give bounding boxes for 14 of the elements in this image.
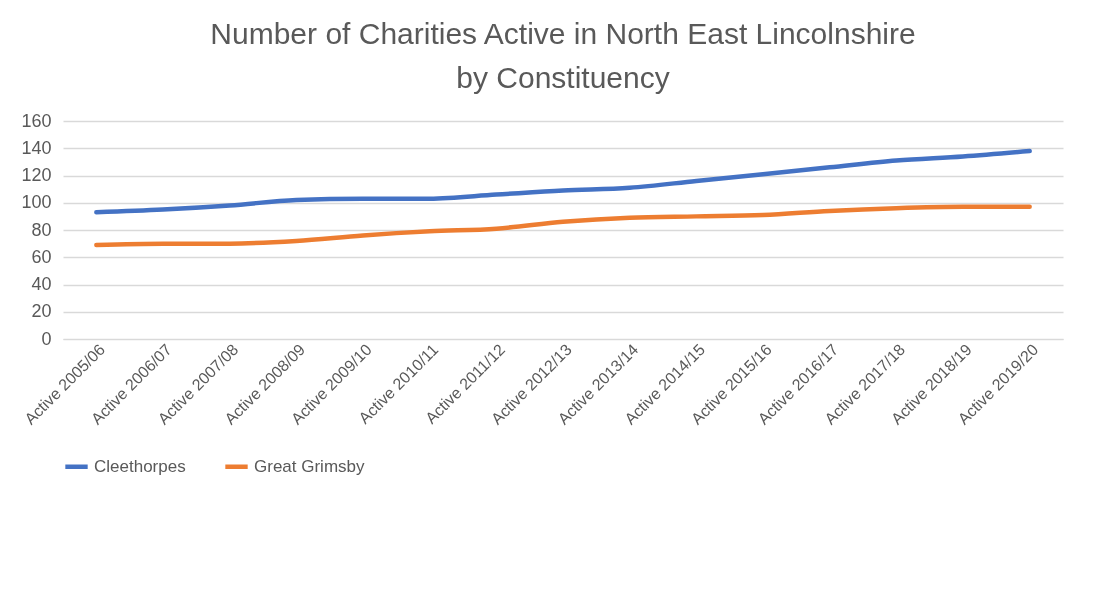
legend-label: Cleethorpes [94, 456, 186, 476]
y-tick-label: 20 [31, 301, 52, 322]
y-tick-label: 60 [31, 246, 52, 267]
chart-title: Number of Charities Active in North East Lincolnshire by Constituency [210, 17, 916, 94]
y-tick-label: 100 [21, 192, 52, 213]
line-series [94, 204, 1032, 248]
y-tick-label: 0 [41, 328, 52, 349]
line-series [94, 148, 1032, 215]
y-tick-label: 120 [21, 165, 52, 185]
y-tick-label: 80 [31, 219, 52, 240]
y-tick-label: 140 [21, 137, 52, 158]
y-tick-label: 160 [21, 110, 52, 131]
legend-label: Great Grimsby [254, 456, 366, 476]
y-tick-label: 40 [31, 274, 52, 294]
